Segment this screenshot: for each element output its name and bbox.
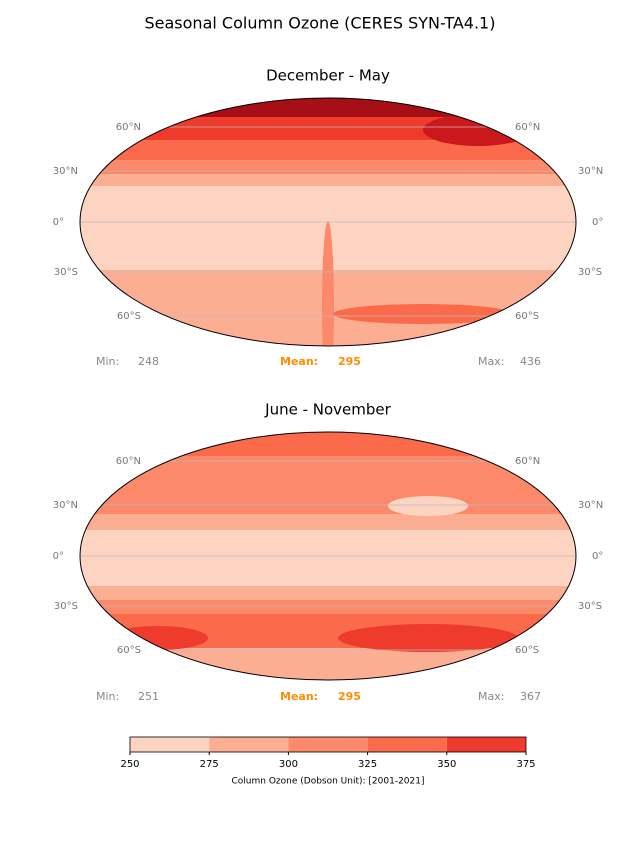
map [80, 98, 576, 346]
ozone-band [80, 530, 576, 586]
stat-value: 367 [520, 690, 541, 703]
ozone-band [80, 456, 576, 514]
map [80, 432, 576, 680]
lat-label: 30°N [578, 166, 603, 177]
lat-label: 60°N [515, 122, 540, 133]
lat-label: 30°S [578, 267, 602, 278]
colorbar-segment [209, 737, 289, 752]
map-outline [79, 97, 577, 347]
colorbar-tick-label: 250 [120, 759, 139, 770]
lat-label: 60°N [116, 456, 141, 467]
lat-label: 30°S [54, 267, 78, 278]
stat-value: 251 [138, 690, 159, 703]
lat-label: 60°S [515, 311, 539, 322]
stat-label: Mean: [280, 690, 318, 703]
ozone-band [80, 648, 576, 680]
panel-title: December - May [266, 67, 390, 85]
ozone-band [80, 98, 576, 117]
colorbar-label: Column Ozone (Dobson Unit): [2001-2021] [232, 777, 425, 787]
panel-title: June - November [264, 401, 391, 419]
colorbar-segment [367, 737, 447, 752]
stat-value: 436 [520, 355, 541, 368]
lat-label: 0° [53, 217, 64, 228]
lat-label: 0° [592, 551, 603, 562]
ozone-region [333, 304, 513, 324]
lat-label: 30°N [53, 166, 78, 177]
colorbar-segment [288, 737, 368, 752]
stat-label: Mean: [280, 355, 318, 368]
ozone-band [80, 174, 576, 186]
colorbar-tick-label: 350 [437, 759, 456, 770]
figure-title: Seasonal Column Ozone (CERES SYN-TA4.1) [145, 14, 496, 33]
lat-label: 60°N [515, 456, 540, 467]
lat-label: 30°S [578, 601, 602, 612]
lat-label: 30°N [578, 500, 603, 511]
lat-label: 60°S [117, 311, 141, 322]
lat-label: 60°S [515, 645, 539, 656]
ozone-band [80, 600, 576, 614]
lat-label: 0° [53, 551, 64, 562]
colorbar-segment [130, 737, 210, 752]
stat-label: Max: [478, 355, 504, 368]
stat-label: Min: [96, 355, 119, 368]
ozone-region [388, 496, 468, 516]
ozone-band [80, 160, 576, 174]
lat-label: 60°S [117, 645, 141, 656]
lat-label: 30°S [54, 601, 78, 612]
colorbar-tick-label: 300 [279, 759, 298, 770]
ozone-band [80, 514, 576, 530]
colorbar-tick-label: 275 [200, 759, 219, 770]
ozone-region [338, 624, 518, 652]
colorbar-tick-label: 325 [358, 759, 377, 770]
ozone-band [80, 432, 576, 456]
ozone-band [80, 140, 576, 160]
lat-label: 30°N [53, 500, 78, 511]
stat-label: Min: [96, 690, 119, 703]
ozone-region [322, 221, 334, 346]
map-outline [79, 431, 577, 681]
stat-value: 295 [338, 690, 361, 703]
stat-label: Max: [478, 690, 504, 703]
colorbar-segment [446, 737, 526, 752]
colorbar-frame [129, 736, 527, 753]
lat-label: 0° [592, 217, 603, 228]
colorbar-tick-label: 375 [516, 759, 535, 770]
stat-value: 248 [138, 355, 159, 368]
ozone-band [80, 586, 576, 600]
lat-label: 60°N [116, 122, 141, 133]
stat-value: 295 [338, 355, 361, 368]
